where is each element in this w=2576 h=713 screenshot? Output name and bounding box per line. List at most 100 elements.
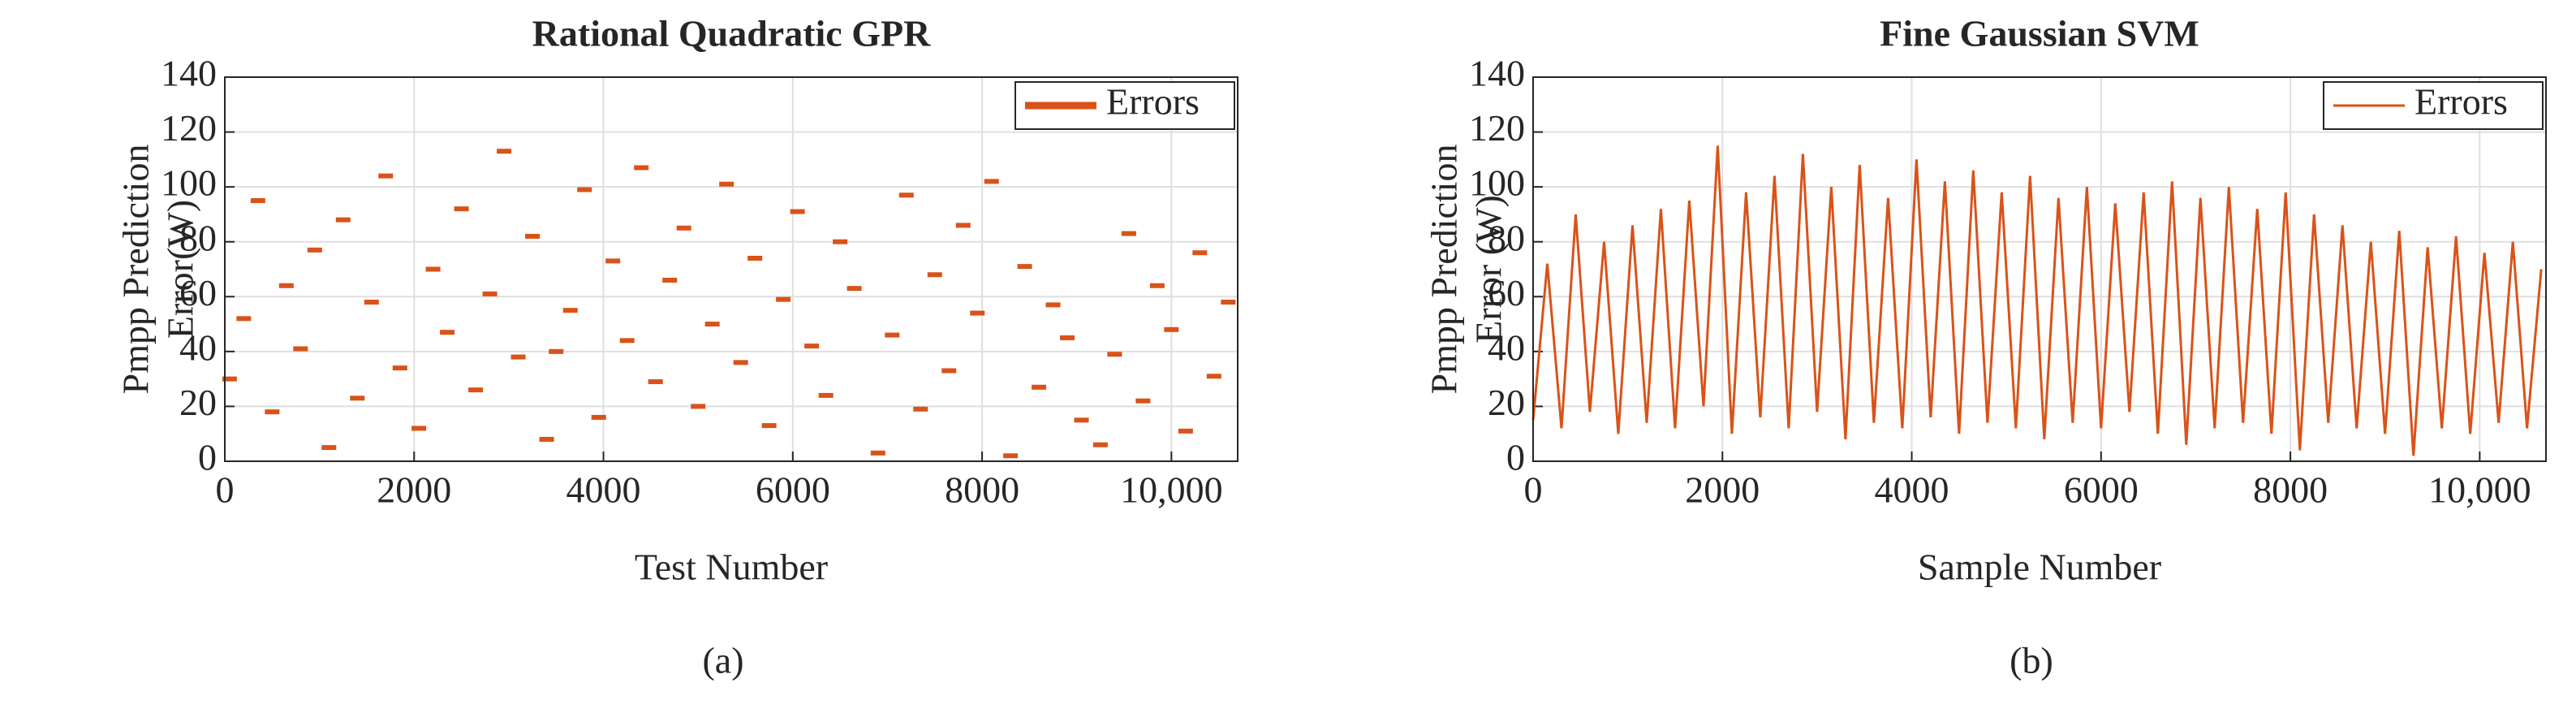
error-dash bbox=[562, 308, 578, 313]
axes-box bbox=[224, 76, 1238, 462]
x-tick-label: 0 bbox=[1524, 469, 1543, 511]
error-dash bbox=[440, 330, 455, 335]
error-dash bbox=[364, 300, 379, 305]
error-dash bbox=[776, 296, 791, 302]
error-dash bbox=[941, 368, 957, 374]
x-tick-label: 4000 bbox=[1875, 469, 1949, 511]
x-axis-label: Test Number bbox=[635, 547, 828, 588]
x-tick-label: 6000 bbox=[2064, 469, 2139, 511]
error-dash bbox=[1221, 300, 1236, 305]
error-dash bbox=[1003, 453, 1019, 459]
error-dash bbox=[293, 346, 308, 352]
y-axis-label: Pmpp Prediction bbox=[115, 145, 157, 395]
error-dash bbox=[1121, 231, 1136, 236]
error-dash bbox=[335, 217, 351, 223]
y-tick-label: 80 bbox=[179, 217, 217, 258]
error-dash bbox=[1032, 384, 1047, 390]
error-dash bbox=[704, 322, 720, 327]
error-dash bbox=[1149, 283, 1165, 288]
error-dash bbox=[577, 187, 592, 192]
error-dash bbox=[482, 291, 498, 296]
y-tick-label: 40 bbox=[179, 326, 217, 368]
error-dash bbox=[970, 310, 985, 316]
error-dash bbox=[870, 450, 885, 456]
y-tick-label: 120 bbox=[161, 107, 217, 149]
chart-title: Rational Quadratic GPR bbox=[532, 13, 931, 54]
error-dash bbox=[1074, 417, 1089, 423]
error-dash bbox=[1107, 352, 1122, 357]
x-tick-label: 2000 bbox=[1685, 469, 1760, 511]
error-dash bbox=[1092, 442, 1108, 447]
error-dash bbox=[549, 348, 564, 354]
error-dash bbox=[425, 266, 441, 272]
error-dash bbox=[898, 192, 914, 198]
plot-area bbox=[225, 77, 1238, 461]
error-dash bbox=[454, 206, 469, 212]
error-dash bbox=[733, 360, 748, 365]
error-dash bbox=[662, 278, 678, 283]
error-dash bbox=[250, 198, 265, 204]
error-dash bbox=[1017, 264, 1032, 270]
error-dash bbox=[378, 173, 394, 179]
y-tick-label: 20 bbox=[1488, 382, 1525, 423]
x-tick-label: 8000 bbox=[945, 469, 1019, 511]
error-dash bbox=[818, 392, 834, 398]
y-tick-label: 0 bbox=[198, 437, 217, 478]
error-dash bbox=[591, 414, 606, 420]
error-dash bbox=[676, 225, 691, 231]
subfigure-caption: (a) bbox=[702, 640, 743, 681]
error-line bbox=[1531, 145, 2543, 456]
subfigure-caption: (b) bbox=[2010, 640, 2053, 681]
error-dash bbox=[497, 149, 512, 154]
error-dash bbox=[1192, 250, 1208, 256]
error-dash bbox=[1135, 398, 1151, 404]
y-tick-label: 100 bbox=[161, 162, 217, 204]
error-dash bbox=[719, 181, 734, 187]
error-dash bbox=[927, 272, 942, 278]
error-dash bbox=[350, 395, 365, 401]
error-dash bbox=[913, 406, 928, 412]
error-dash bbox=[510, 354, 526, 360]
error-dash bbox=[222, 376, 237, 382]
error-dash bbox=[1164, 326, 1179, 332]
y-tick-label: 140 bbox=[161, 53, 217, 94]
y-axis-label: Error(W) bbox=[160, 200, 201, 339]
error-dash bbox=[846, 286, 862, 292]
error-dash bbox=[525, 233, 541, 239]
error-dash bbox=[321, 445, 337, 451]
x-tick-label: 10,000 bbox=[1120, 469, 1223, 511]
error-dash bbox=[1178, 428, 1193, 434]
y-axis-label: Pmpp Prediction bbox=[1424, 145, 1465, 395]
error-dash bbox=[634, 165, 649, 171]
x-tick-label: 2000 bbox=[377, 469, 451, 511]
error-dash bbox=[747, 255, 763, 261]
x-tick-label: 8000 bbox=[2253, 469, 2328, 511]
y-tick-label: 40 bbox=[1488, 326, 1525, 368]
error-dash bbox=[468, 387, 484, 393]
error-dash bbox=[307, 247, 322, 253]
error-dash bbox=[885, 332, 900, 338]
y-tick-label: 0 bbox=[1506, 437, 1525, 478]
error-dash bbox=[691, 404, 706, 409]
error-dash bbox=[1060, 335, 1075, 340]
error-dash bbox=[619, 338, 635, 344]
y-tick-label: 60 bbox=[179, 272, 217, 313]
y-axis-label: Error (W) bbox=[1468, 195, 1510, 344]
error-dash bbox=[1206, 374, 1221, 379]
y-tick-label: 120 bbox=[1469, 107, 1525, 149]
axes-box bbox=[1532, 76, 2547, 462]
y-tick-label: 100 bbox=[1469, 162, 1525, 204]
error-dash bbox=[761, 423, 777, 429]
error-dash bbox=[804, 344, 820, 349]
y-tick-label: 80 bbox=[1488, 217, 1525, 258]
x-tick-label: 0 bbox=[216, 469, 235, 511]
x-axis-label: Sample Number bbox=[1918, 547, 2161, 588]
error-dash bbox=[411, 426, 427, 431]
error-dash bbox=[278, 283, 294, 288]
error-dash bbox=[605, 258, 621, 264]
error-dash bbox=[236, 316, 252, 322]
x-tick-label: 10,000 bbox=[2428, 469, 2531, 511]
y-tick-label: 60 bbox=[1488, 272, 1525, 313]
error-dash bbox=[955, 223, 971, 228]
